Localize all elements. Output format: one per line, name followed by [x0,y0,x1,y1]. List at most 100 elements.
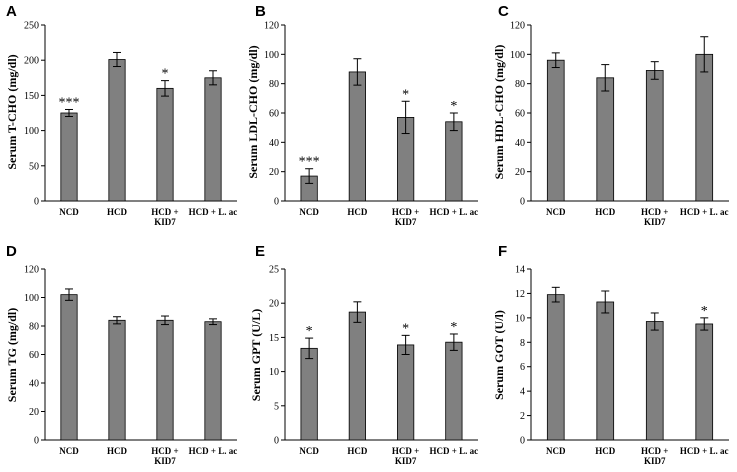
panel-b-ytick-label: 0 [274,197,279,208]
panel-d-ytick-label: 40 [29,379,39,390]
panel-f-ylabel: Serum GOT (U/l) [492,310,506,400]
panel-e-bar [397,344,415,441]
panel-e-ytick-label: 15 [269,333,279,344]
panel-c-xtick-label: HCD [595,207,616,217]
panel-c-xtick-label: KID7 [644,217,666,227]
panel-b-ytick-label: 20 [269,167,279,178]
panel-c-ytick-label: 100 [510,50,525,61]
panel-e-xtick-label: HCD [347,446,368,456]
panel-a-ytick-label: 50 [29,161,39,172]
panel-b-ytick-label: 80 [269,79,279,90]
panel-b-xtick-label: NCD [299,207,319,217]
panel-b-ylabel: Serum LDL-CHO (mg/dl) [246,45,260,178]
panel-e-ytick-label: 0 [274,436,279,447]
panel-e-ytick-label: 10 [269,367,279,378]
panel-b-xtick-label: HCD + [392,207,419,217]
panel-e-letter: E [255,243,265,260]
panel-d-letter: D [6,243,17,260]
panel-f-ytick-label: 6 [520,362,525,373]
panel-e-xtick-label: NCD [299,446,319,456]
panel-f-ytick-label: 4 [520,387,525,398]
panel-a-bar [108,59,126,202]
panel-a-bar [204,77,222,202]
panel-f-ytick-label: 12 [515,289,525,300]
panel-a-ytick-label: 150 [24,91,39,102]
panel-b-significance: *** [299,155,320,170]
panel-e-ylabel: Serum GPT (U/L) [249,309,263,401]
panel-f-ytick-label: 2 [520,411,525,422]
panel-c-xtick-label: NCD [546,207,566,217]
panel-a-xtick-label: HCD + [151,207,178,217]
panel-c-xtick-label: HCD + L. ac [680,207,729,217]
panel-b-bar [445,121,463,202]
panel-b-significance: * [450,99,457,114]
panel-f-ytick-label: 10 [515,313,525,324]
panel-c-letter: C [498,3,509,20]
panel-e-xtick-label: KID7 [395,456,417,466]
panel-a-significance: * [162,67,169,82]
panel-d-bar [204,321,222,441]
panel-d-xtick-label: KID7 [154,456,176,466]
panel-b-letter: B [255,3,266,20]
panel-b-ytick-label: 120 [264,21,279,32]
panel-c-bar [645,70,664,202]
panel-f-significance: * [701,304,708,319]
panel-d-xtick-label: HCD [107,446,128,456]
panel-c-bar [596,77,615,202]
panel-d-ytick-label: 80 [29,322,39,333]
panel-f-xtick-label: NCD [546,446,566,456]
panel-c-ytick-label: 80 [515,79,525,90]
panel-c-bar [695,53,714,202]
panel-a-ylabel: Serum T-CHO (mg/dl) [5,54,19,169]
panel-d-ytick-label: 20 [29,407,39,418]
panel-a-significance: *** [59,95,80,110]
panel-d-ylabel: Serum TG (mg/dl) [5,308,19,402]
panel-a-xtick-label: HCD [107,207,128,217]
panel-f-letter: F [498,243,507,260]
panel-e-bar [300,347,318,441]
panel-b-ytick-label: 40 [269,138,279,149]
panel-f-xtick-label: HCD + [641,446,668,456]
panel-b-significance: * [402,87,409,102]
panel-c-ytick-label: 40 [515,138,525,149]
panel-f-bar [695,323,714,441]
panel-d-ytick-label: 60 [29,350,39,361]
panel-e-significance: * [306,324,313,339]
panel-a-ytick-label: 100 [24,126,39,137]
panel-c-xtick-label: HCD + [641,207,668,217]
panel-d-ytick-label: 120 [24,265,39,276]
panel-b-xtick-label: HCD [347,207,368,217]
panel-f-xtick-label: KID7 [644,456,666,466]
panel-b-ytick-label: 100 [264,50,279,61]
panel-f-xtick-label: HCD + L. ac [680,446,729,456]
panel-d-bar [60,294,78,441]
panel-a-xtick-label: HCD + L. ac [189,207,238,217]
panel-e-significance: * [450,320,457,335]
panel-d-xtick-label: NCD [59,446,79,456]
panel-a-ytick-label: 200 [24,56,39,67]
panel-f-bar [546,294,565,441]
panel-b-ytick-label: 60 [269,109,279,120]
panel-d-bar [156,319,174,441]
panel-e-significance: * [402,321,409,336]
panel-a-bar [156,87,174,202]
panel-e-bar [445,341,463,441]
panel-b-bar [348,71,366,202]
panel-e-ytick-label: 25 [269,265,279,276]
panel-d-ytick-label: 100 [24,293,39,304]
panel-a-ytick-label: 250 [24,21,39,32]
panel-f-ytick-label: 14 [515,265,525,276]
panel-f-ytick-label: 8 [520,338,525,349]
panel-f-xtick-label: HCD [595,446,616,456]
panel-e-bar [348,311,366,441]
panel-b-xtick-label: KID7 [395,217,417,227]
panel-f-ytick-label: 0 [520,436,525,447]
panel-a-ytick-label: 0 [34,197,39,208]
panel-c-ytick-label: 60 [515,109,525,120]
panel-a-xtick-label: NCD [59,207,79,217]
panel-e-xtick-label: HCD + L. ac [430,446,479,456]
panel-f-bar [645,321,664,441]
panel-f-bar [596,301,615,441]
panel-d-bar [108,319,126,441]
panel-e-ytick-label: 20 [269,299,279,310]
